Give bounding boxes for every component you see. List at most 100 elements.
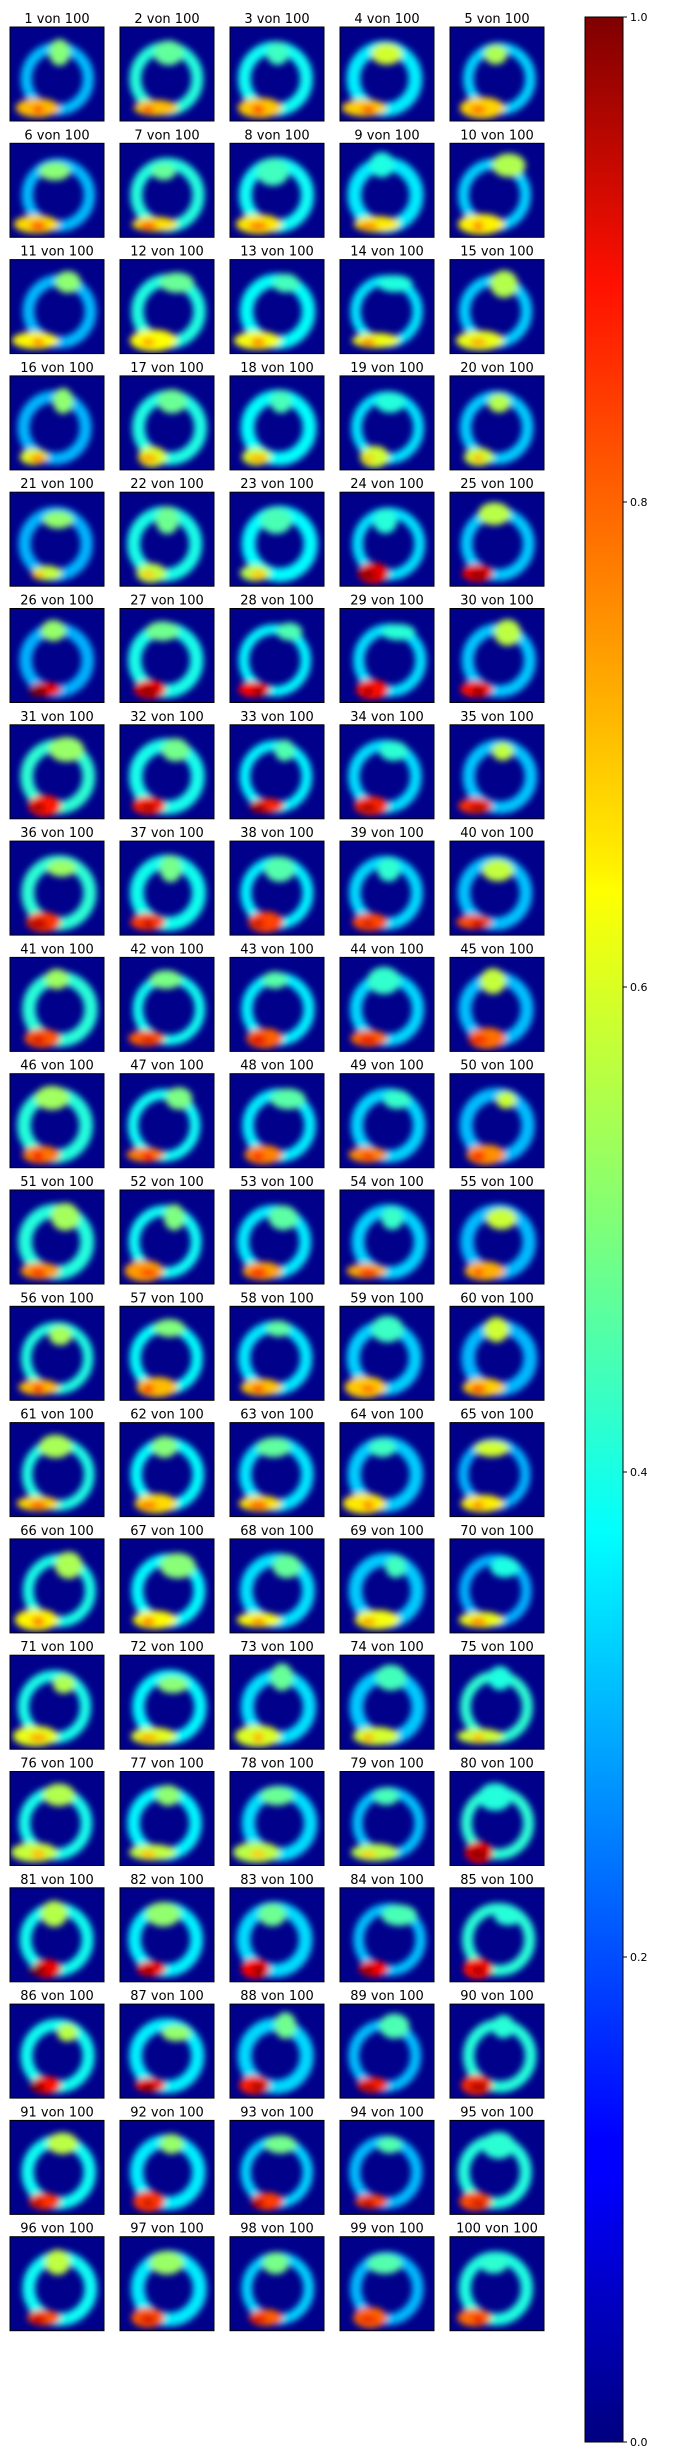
intensity-blob — [480, 968, 506, 994]
panel-frame — [119, 2119, 215, 2215]
intensity-blob — [149, 970, 183, 989]
panel-title: 100 von 100 — [456, 2222, 538, 2237]
panel-frame — [339, 2119, 435, 2215]
panel-title: 56 von 100 — [20, 1291, 94, 1306]
intensity-blob — [272, 1554, 301, 1579]
panel-title: 16 von 100 — [20, 361, 94, 376]
panel-title: 75 von 100 — [460, 1640, 534, 1655]
panel-frame — [449, 608, 545, 703]
intensity-blob — [262, 2252, 289, 2275]
colorbar-tick-label: 1.0 — [630, 11, 648, 24]
heatmap-panel: 72 von 100 — [119, 1640, 215, 1750]
intensity-blob — [264, 856, 296, 882]
panel-frame — [339, 1305, 435, 1401]
intensity-peak — [470, 106, 486, 114]
intensity-peak — [359, 803, 377, 812]
heatmap-panel: 38 von 100 — [229, 826, 325, 936]
panel-grid: 1 von 100 2 von 100 3 von 100 4 von 100 5 vo… — [9, 12, 545, 2332]
heatmap-panel: 91 von 100 — [9, 2105, 105, 2215]
intensity-blob — [163, 1204, 185, 1231]
intensity-blob — [484, 1317, 509, 1343]
panel-title: 18 von 100 — [240, 361, 314, 376]
intensity-blob — [369, 152, 395, 178]
panel-frame — [9, 2003, 105, 2099]
intensity-blob — [379, 740, 408, 761]
panel-frame — [229, 26, 325, 122]
heatmap-panel: 87 von 100 — [119, 1989, 215, 2099]
intensity-peak — [250, 1617, 266, 1626]
intensity-blob — [270, 1088, 306, 1110]
intensity-peak — [252, 687, 264, 696]
panel-frame — [119, 1305, 215, 1401]
panel-frame — [339, 1887, 435, 1983]
heatmap-panel: 78 von 100 — [229, 1757, 325, 1866]
panel-frame — [449, 1189, 545, 1285]
intensity-blob — [159, 272, 195, 293]
intensity-blob — [157, 1676, 189, 1694]
panel-title: 66 von 100 — [20, 1524, 94, 1539]
intensity-blob — [369, 1438, 396, 1458]
heatmap-panel: 83 von 100 — [229, 1873, 325, 1983]
intensity-blob — [38, 1434, 73, 1459]
panel-frame — [229, 1654, 325, 1750]
panel-title: 38 von 100 — [240, 826, 314, 841]
heatmap-panel: 84 von 100 — [339, 1873, 435, 1983]
intensity-blob — [38, 162, 71, 181]
intensity-peak — [31, 1616, 45, 1627]
heatmap-panel: 14 von 100 — [339, 245, 435, 355]
intensity-peak — [248, 1500, 268, 1511]
panel-frame — [339, 26, 435, 122]
intensity-peak — [32, 105, 44, 114]
panel-title: 49 von 100 — [350, 1059, 424, 1074]
panel-title: 67 von 100 — [130, 1524, 204, 1539]
intensity-peak — [249, 2315, 268, 2324]
intensity-blob — [52, 388, 74, 414]
heatmap-panel: 92 von 100 — [119, 2105, 215, 2215]
intensity-peak — [471, 1966, 486, 1975]
heatmap-panel: 23 von 100 — [229, 477, 325, 587]
intensity-blob — [44, 968, 69, 990]
intensity-peak — [138, 1734, 158, 1742]
panel-frame — [9, 1189, 105, 1285]
panel-frame — [449, 1538, 545, 1634]
intensity-hotspot — [464, 1261, 505, 1281]
panel-frame — [119, 956, 215, 1052]
panel-frame — [9, 26, 105, 122]
intensity-peak — [140, 1849, 156, 1859]
heatmap-panel: 100 von 100 — [449, 2222, 545, 2332]
intensity-peak — [469, 803, 488, 812]
panel-title: 61 von 100 — [20, 1408, 94, 1423]
panel-title: 58 von 100 — [240, 1291, 314, 1306]
heatmap-panel: 79 von 100 — [339, 1757, 435, 1866]
intensity-blob — [268, 1205, 298, 1231]
intensity-peak — [142, 106, 155, 114]
heatmap-panel: 2 von 100 — [119, 12, 215, 122]
intensity-blob — [56, 2023, 78, 2042]
panel-title: 13 von 100 — [240, 245, 314, 260]
panel-title: 35 von 100 — [460, 710, 534, 725]
colorbar-ticks: 0.0 0.2 0.4 0.6 0.8 1.0 — [623, 11, 648, 2449]
intensity-peak — [471, 919, 486, 929]
heatmap-panel: 21 von 100 — [9, 477, 105, 587]
panel-frame — [119, 1771, 215, 1866]
panel-title: 83 von 100 — [240, 1873, 314, 1888]
heatmap-panel: 7 von 100 — [119, 128, 215, 238]
heatmap-panel: 54 von 100 — [339, 1175, 435, 1285]
panel-title: 36 von 100 — [20, 826, 94, 841]
panel-title: 52 von 100 — [130, 1175, 204, 1190]
panel-frame — [449, 375, 545, 471]
intensity-blob — [159, 1553, 196, 1579]
intensity-blob — [155, 506, 179, 535]
intensity-blob — [381, 623, 416, 641]
panel-title: 17 von 100 — [130, 361, 204, 376]
intensity-peak — [30, 2081, 46, 2092]
heatmap-panel: 19 von 100 — [339, 361, 435, 471]
heatmap-panel: 96 von 100 — [9, 2222, 105, 2332]
panel-frame — [9, 608, 105, 703]
intensity-peak — [32, 338, 45, 347]
panel-frame — [229, 1189, 325, 1285]
panel-title: 21 von 100 — [20, 477, 94, 492]
intensity-blob — [40, 619, 66, 642]
panel-title: 32 von 100 — [130, 710, 204, 725]
intensity-peak — [252, 1965, 264, 1976]
